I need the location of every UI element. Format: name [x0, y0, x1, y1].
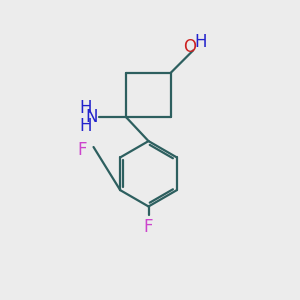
Text: N: N — [86, 108, 98, 126]
Text: H: H — [80, 117, 92, 135]
Text: H: H — [80, 99, 92, 117]
Text: F: F — [144, 218, 153, 236]
Text: O: O — [184, 38, 196, 56]
Text: H: H — [194, 33, 207, 51]
Text: F: F — [77, 141, 87, 159]
